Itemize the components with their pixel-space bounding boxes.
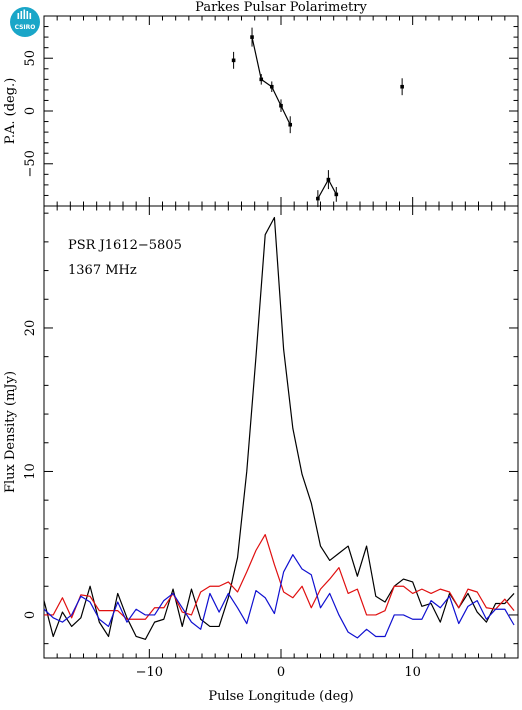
pa-point (259, 74, 264, 85)
csiro-logo: CSIRO (10, 7, 40, 37)
pa-ytick-label: 50 (23, 50, 38, 67)
profile-series (43, 216, 515, 640)
pa-point (279, 99, 283, 113)
profile-ytick-label: 10 (23, 463, 38, 480)
profile-xtick-label: −10 (136, 665, 163, 680)
pa-point (269, 81, 274, 92)
pa-ytick-label: 0 (23, 107, 38, 115)
chart-title: Parkes Pulsar Polarimetry (195, 0, 367, 15)
profile-series-total (43, 216, 515, 640)
pa-point (250, 27, 254, 47)
frequency-annotation: 1367 MHz (68, 263, 137, 278)
profile-xtick-label: 10 (404, 665, 421, 680)
pa-point (288, 116, 293, 134)
profile-ylabel: Flux Density (mJy) (3, 371, 18, 493)
profile-series-linear (44, 533, 515, 620)
profile-xtick-label: 0 (277, 665, 285, 680)
pa-curve-line (251, 36, 291, 125)
profile-ytick-label: 20 (23, 320, 38, 337)
csiro-logo-text: CSIRO (15, 24, 36, 31)
profile-xtick-labels: −10 0 10 (136, 665, 421, 680)
pa-point (400, 78, 404, 96)
pa-ytick-labels: −50 0 50 (23, 50, 38, 178)
profile-xlabel: Pulse Longitude (deg) (208, 689, 353, 704)
pa-ytick-label: −50 (23, 150, 38, 177)
profile-axis-ticks (43, 206, 519, 658)
pa-point (326, 170, 331, 190)
pa-points (231, 27, 404, 208)
profile-ytick-labels: 0 10 20 (23, 320, 38, 619)
profile-ytick-label: 0 (23, 611, 38, 619)
pa-axis-ticks (43, 15, 519, 207)
pa-point (231, 51, 236, 69)
profile-series-circular (43, 554, 515, 639)
pulsar-name-annotation: PSR J1612−5805 (68, 238, 182, 253)
pa-point (316, 190, 320, 208)
pa-curve-line (317, 178, 337, 199)
pa-ylabel: P.A. (deg.) (3, 78, 18, 145)
pa-point (334, 187, 339, 202)
pa-swing-curve (251, 36, 337, 199)
